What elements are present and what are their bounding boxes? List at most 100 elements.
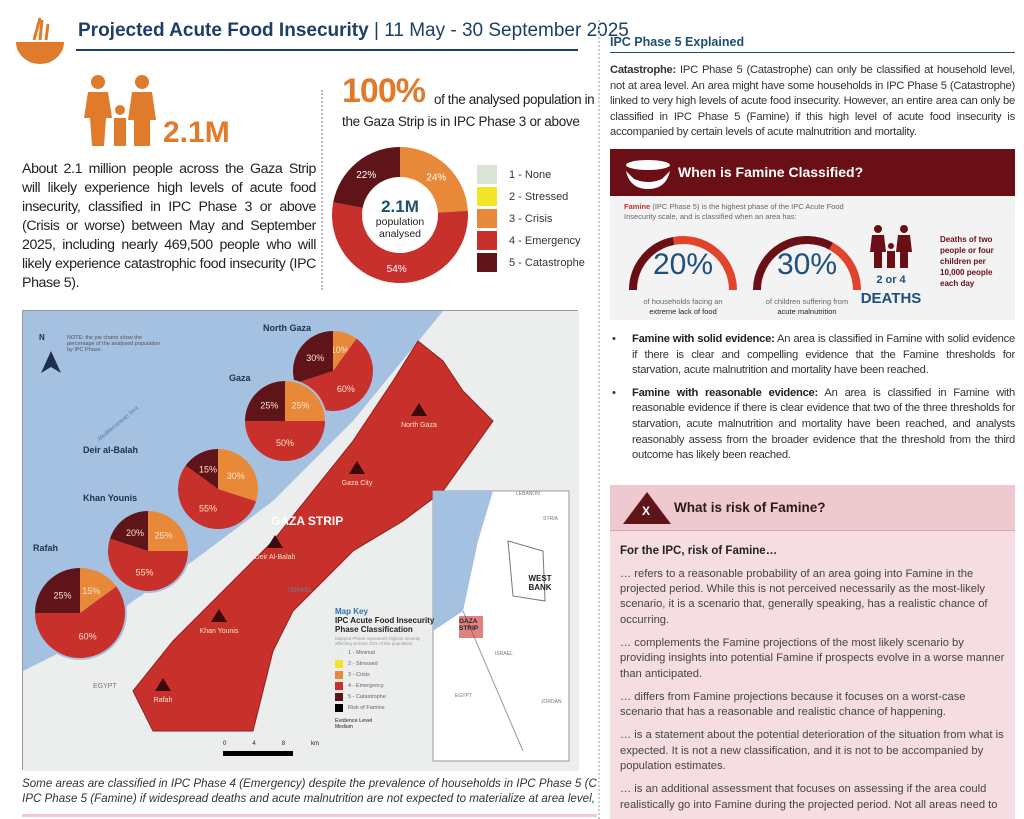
pct-headline: 100% bbox=[342, 72, 426, 110]
map-key-label: 2 - Stressed bbox=[348, 661, 378, 667]
country-label-west-bank: WEST BANK bbox=[528, 574, 552, 592]
risk-paragraph: … is an additional assessment that focus… bbox=[620, 783, 998, 811]
map-key-swatch bbox=[335, 693, 343, 701]
heading-rule bbox=[610, 52, 1015, 53]
map-key-subtitle: IPC Acute Food Insecurity bbox=[335, 616, 435, 625]
legend-swatch bbox=[477, 187, 497, 206]
evidence-item: Medium bbox=[335, 724, 353, 730]
pie-slice-crisis bbox=[285, 381, 325, 421]
donut-center-label: population bbox=[375, 216, 425, 228]
pie-slice-catastrophe bbox=[185, 449, 218, 489]
map-key-item: Risk of Famine bbox=[335, 704, 431, 712]
risk-of-famine-icon: Rafah bbox=[154, 678, 173, 704]
legend-swatch bbox=[477, 231, 497, 250]
pie-slice-label: 60% bbox=[337, 384, 355, 394]
donut-slice-label: 22% bbox=[356, 170, 376, 181]
area-name: Rafah bbox=[154, 697, 173, 704]
pie-slice-label: 15% bbox=[199, 464, 217, 474]
famine-intro: Famine (IPC Phase 5) is the highest phas… bbox=[624, 201, 844, 221]
deaths-big: DEATHS bbox=[860, 289, 922, 307]
pct-text-1: of the analysed population in bbox=[434, 92, 595, 107]
family-icon bbox=[870, 224, 912, 268]
area-name: Khan Younis bbox=[200, 628, 239, 635]
donut-center-value: 2.1M bbox=[381, 197, 419, 216]
caption-line: Some areas are classified in IPC Phase 4… bbox=[22, 777, 597, 790]
pie-slice-label: 50% bbox=[276, 438, 294, 448]
bowl-wheat-icon bbox=[12, 14, 68, 68]
country-label-egypt-inset: EGYPT bbox=[455, 693, 472, 699]
title-rule bbox=[76, 49, 578, 51]
risk-of-famine-icon: North Gaza bbox=[401, 403, 437, 429]
donut-slice bbox=[400, 147, 468, 213]
pie-slice-emergency bbox=[35, 586, 125, 658]
pie-slice-catastrophe bbox=[35, 568, 80, 613]
gaza-map: 10% 60% 30% North Gaza 25% 50% 25% Gaza 30% 55% 15… bbox=[22, 310, 579, 771]
pie-slice-label: 30% bbox=[306, 353, 324, 363]
famine-box-header: When is Famine Classified? bbox=[610, 148, 1015, 196]
legend-item: 4 - Emergency bbox=[477, 231, 581, 250]
region-name: Rafah bbox=[33, 543, 58, 553]
country-label-egypt: EGYPT bbox=[93, 683, 117, 690]
pie-slice-label: 20% bbox=[126, 528, 144, 538]
scale-bar bbox=[223, 751, 293, 756]
family-icon bbox=[80, 74, 162, 153]
donut-center-label: analysed bbox=[378, 228, 422, 240]
risk-paragraph: … differs from Famine projections becaus… bbox=[620, 690, 966, 719]
area-name: Gaza City bbox=[342, 480, 373, 487]
overall-donut-chart: 24% 54% 22% bbox=[332, 147, 468, 283]
map-key-subtitle: Phase Classification bbox=[335, 625, 413, 634]
bullet-text: An area is classified in Famine with rea… bbox=[632, 386, 1015, 462]
map-key: Map Key IPC Acute Food Insecurity Phase … bbox=[335, 607, 435, 730]
pie-slice-emergency bbox=[178, 465, 257, 529]
famine-evidence-list: Famine with solid evidence: An area is c… bbox=[610, 332, 1015, 471]
summary-paragraph: About 2.1 million people across the Gaza… bbox=[22, 161, 316, 291]
country-label-syria: SYRIA bbox=[543, 516, 559, 522]
region-name: Deir al-Balah bbox=[83, 445, 138, 455]
country-label-lebanon: LEBANON bbox=[516, 491, 540, 497]
risk-paragraph: … is a statement about the potential det… bbox=[620, 729, 1004, 772]
legend-label: 3 - Crisis bbox=[509, 212, 553, 225]
pie-slice-label: 15% bbox=[82, 586, 100, 596]
risk-paragraph: … refers to a reasonable probability of … bbox=[620, 567, 988, 626]
risk-of-famine-icon: Deir Al-Balah bbox=[255, 535, 296, 561]
map-key-label: 3 - Crisis bbox=[348, 672, 370, 678]
section-heading: IPC Phase 5 Explained bbox=[610, 35, 745, 49]
legend-item: 3 - Crisis bbox=[477, 209, 552, 228]
strip-label: GAZA STRIP bbox=[271, 514, 344, 528]
map-caption: Some areas are classified in IPC Phase 4… bbox=[22, 776, 597, 806]
map-key-item: 2 - Stressed bbox=[335, 660, 431, 668]
map-key-item: 3 - Crisis bbox=[335, 671, 431, 679]
scale-labels: 0 4 8 km bbox=[223, 741, 323, 747]
gauge-arc bbox=[753, 236, 861, 291]
map-note: NOTE: the pie charts show the percentage… bbox=[67, 335, 161, 353]
famine-criteria: Famine (IPC Phase 5) is the highest phas… bbox=[610, 195, 1015, 320]
gauge-label: of children suffering from bbox=[765, 296, 849, 306]
gauge-value: 30% bbox=[776, 247, 838, 281]
scale-label: 4 bbox=[252, 741, 256, 747]
gauge-arc bbox=[629, 236, 737, 291]
pie-slice-crisis bbox=[333, 331, 357, 371]
map-key-label: 1 - Minimal bbox=[348, 650, 375, 656]
pie-slice-crisis bbox=[80, 568, 117, 613]
inset-gaza-marker bbox=[459, 616, 483, 638]
gauge-label: extreme lack of food bbox=[649, 306, 717, 316]
region-pie: 30% 55% 15% bbox=[176, 447, 260, 531]
map-key-label: 4 - Emergency bbox=[348, 683, 384, 689]
legend-swatch bbox=[477, 165, 497, 184]
legend-item: 5 - Catastrophe bbox=[477, 253, 585, 272]
donut-slice bbox=[333, 147, 400, 208]
risk-icon-letter: X bbox=[642, 503, 651, 518]
pie-slice-crisis bbox=[148, 511, 188, 551]
inset-sea bbox=[433, 491, 493, 631]
pie-slice-emergency bbox=[108, 538, 188, 591]
pie-slice-label: 60% bbox=[79, 632, 97, 642]
region-pie: 25% 55% 20% bbox=[106, 509, 190, 593]
legend-item: 2 - Stressed bbox=[477, 187, 568, 206]
map-key-item: 5 - Catastrophe bbox=[335, 693, 431, 701]
pct-text-2: the Gaza Strip is in IPC Phase 3 or abov… bbox=[342, 114, 580, 129]
bullet-item: Famine with solid evidence: An area is c… bbox=[610, 332, 1015, 379]
pie-slice-crisis bbox=[218, 449, 258, 502]
legend-label: 1 - None bbox=[509, 168, 552, 181]
scale-label: 8 bbox=[281, 741, 286, 747]
catastrophe-paragraph: Catastrophe: IPC Phase 5 (Catastrophe) c… bbox=[610, 64, 1015, 139]
